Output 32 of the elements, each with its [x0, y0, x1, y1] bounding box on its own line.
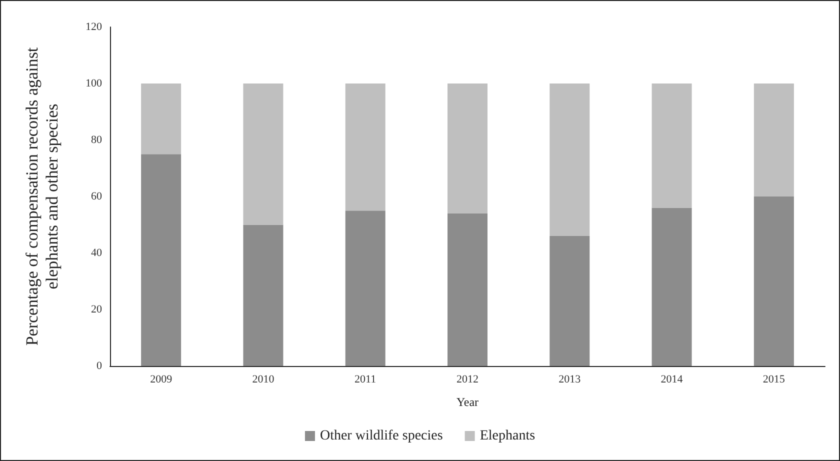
x-tick-label: 2010 [252, 374, 275, 386]
y-tick-label: 100 [86, 78, 102, 90]
x-tick-label: 2014 [660, 374, 684, 386]
bar [141, 154, 182, 366]
x-tick-label: 2012 [456, 374, 478, 386]
bar [345, 210, 386, 366]
legend-label: Other wildlife species [320, 428, 443, 444]
bar [345, 84, 386, 211]
y-tick-label: 80 [91, 134, 102, 146]
x-tick-label: 2013 [558, 374, 582, 386]
y-tick-label: 60 [91, 190, 102, 202]
legend-label: Elephants [480, 428, 536, 444]
x-tick-label: 2009 [150, 374, 173, 386]
bar [243, 224, 284, 366]
bar [652, 208, 692, 366]
y-tick-label: 20 [91, 304, 102, 316]
bar [243, 84, 284, 225]
bar [550, 84, 590, 236]
y-tick-label: 40 [91, 247, 102, 259]
bar [754, 196, 794, 366]
bar [754, 84, 794, 196]
bar [550, 236, 590, 366]
x-tick-label: 2011 [354, 374, 376, 386]
x-axis-title: Year [456, 395, 479, 409]
y-tick-label: 0 [96, 360, 102, 372]
bar [448, 84, 488, 214]
x-tick-label: 2015 [762, 374, 786, 386]
bar [652, 84, 692, 208]
bar [141, 84, 182, 154]
y-tick-label: 120 [86, 21, 102, 33]
bar [448, 213, 488, 366]
y-axis-title: Percentage of compensation records against elephants and other species [22, 47, 62, 346]
